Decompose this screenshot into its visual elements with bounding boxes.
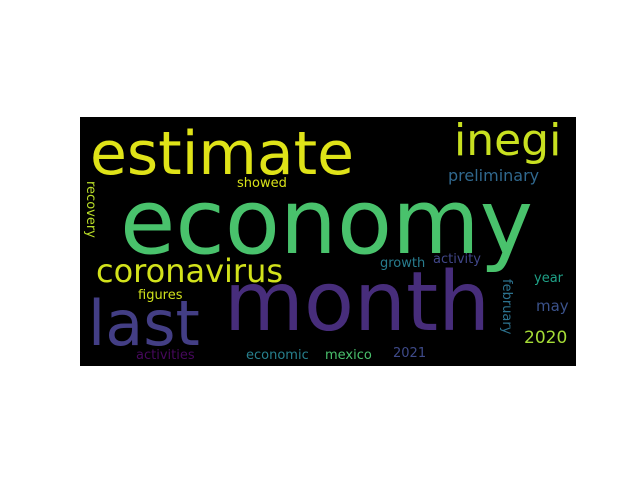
- word-year: year: [534, 271, 564, 286]
- word-growth: growth: [380, 256, 426, 271]
- word-may: may: [536, 297, 569, 315]
- word-figures: figures: [138, 288, 183, 303]
- word-february: february: [499, 279, 514, 335]
- word-recovery: recovery: [83, 181, 98, 238]
- word-inegi: inegi: [454, 117, 562, 166]
- word-activity: activity: [433, 252, 481, 267]
- word-2020: 2020: [524, 328, 568, 348]
- word-last: last: [88, 287, 200, 360]
- word-2021: 2021: [393, 346, 427, 361]
- word-preliminary: preliminary: [448, 166, 540, 185]
- word-month: month: [224, 255, 491, 350]
- word-activities: activities: [136, 348, 195, 363]
- word-cloud: economy month estimate last inegi corona…: [80, 117, 576, 366]
- word-economic: economic: [246, 348, 309, 363]
- word-estimate: estimate: [90, 119, 355, 189]
- word-showed: showed: [237, 176, 287, 191]
- word-mexico: mexico: [325, 348, 372, 363]
- word-economy: economy: [120, 170, 533, 275]
- word-coronavirus: coronavirus: [96, 252, 284, 290]
